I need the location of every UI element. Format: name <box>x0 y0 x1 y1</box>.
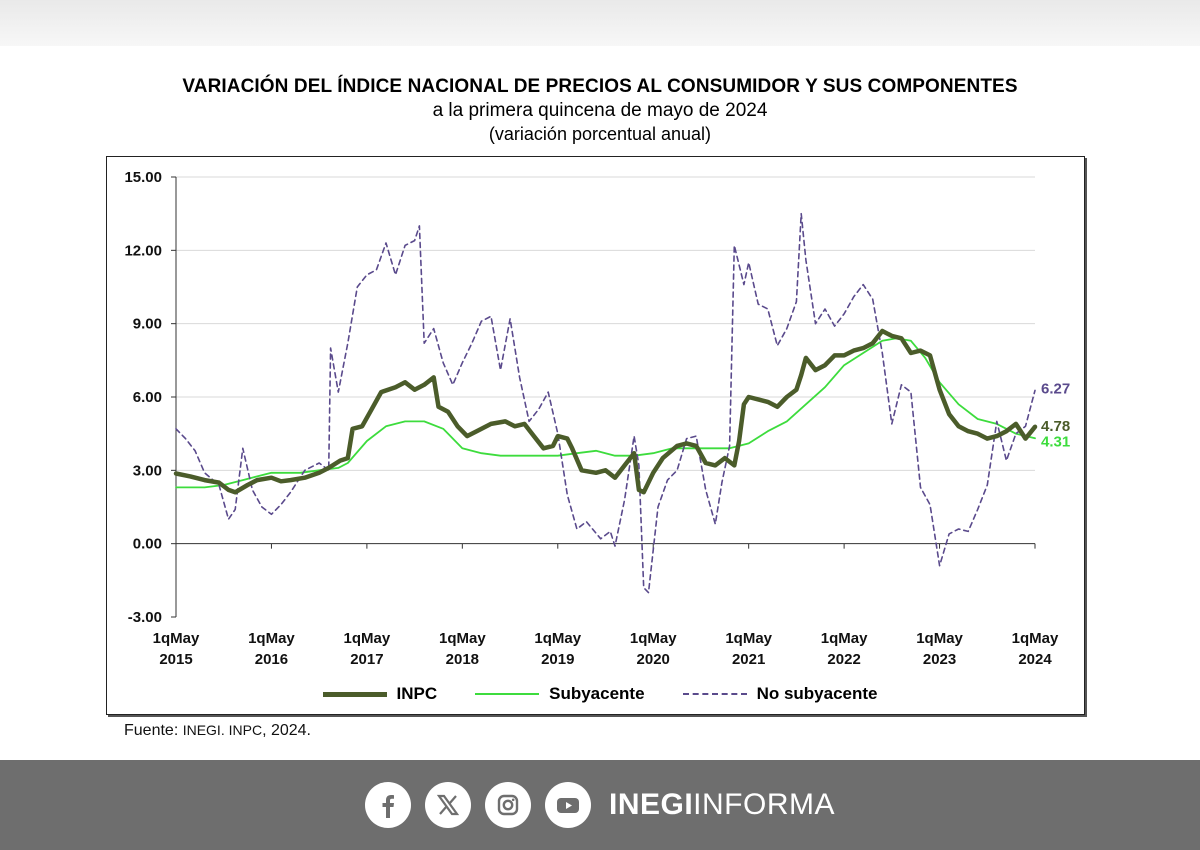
facebook-icon[interactable] <box>364 782 411 828</box>
x-tick-label-period: 1qMay <box>821 630 868 647</box>
chart-unit: (variación porcentual anual) <box>488 124 712 144</box>
source-prefix: Fuente: <box>124 722 183 739</box>
x-tick-label-period: 1qMay <box>344 630 391 647</box>
legend-label-no-subyacente: No subyacente <box>756 684 878 703</box>
y-tick-label: 0.00 <box>133 536 162 553</box>
chart-header: VARIACIÓN DEL ÍNDICE NACIONAL DE PRECIOS… <box>0 76 1200 145</box>
x-tick-label-year: 2017 <box>350 651 383 668</box>
chart-subtitle: a la primera quincena de mayo de 2024 <box>432 100 768 121</box>
y-tick-label: 12.00 <box>124 242 162 259</box>
legend-item-inpc: INPC <box>322 684 438 704</box>
y-tick-label: 6.00 <box>133 389 162 406</box>
series-line-subyacente <box>175 337 1036 489</box>
legend-label-subyacente: Subyacente <box>549 684 645 703</box>
instagram-icon[interactable] <box>484 782 531 828</box>
legend-swatch-inpc <box>322 691 387 697</box>
x-tick-label-period: 1qMay <box>725 630 772 647</box>
y-tick-label: 15.00 <box>124 169 162 186</box>
social-links <box>364 782 591 828</box>
brand-bold: INEGI <box>608 788 694 821</box>
x-tick-label-period: 1qMay <box>153 630 200 647</box>
x-tick-label-period: 1qMay <box>630 630 677 647</box>
top-band <box>0 0 1200 46</box>
x-tick-label-year: 2022 <box>827 651 860 668</box>
legend-swatch-subyacente <box>475 693 540 695</box>
series-line-inpc <box>173 328 1038 495</box>
y-tick-label: 3.00 <box>133 462 162 479</box>
x-tick-label-year: 2016 <box>255 651 288 668</box>
x-tick-label-period: 1qMay <box>916 630 963 647</box>
source-note: Fuente: INEGI. INPC, 2024. <box>124 722 311 740</box>
x-tick-label-period: 1qMay <box>534 630 581 647</box>
series-line-no-subyacente <box>175 212 1036 594</box>
x-tick-label-year: 2021 <box>732 651 765 668</box>
x-tick-label-year: 2019 <box>541 651 574 668</box>
x-tick-label-period: 1qMay <box>1012 630 1059 647</box>
brand-logo: INEGIINFORMA <box>609 788 835 822</box>
end-label-no-subyacente: 6.27 <box>1041 380 1070 397</box>
source-org: INEGI. INPC <box>182 722 263 738</box>
footer-bar: INEGIINFORMA <box>0 760 1200 850</box>
youtube-icon[interactable] <box>544 782 591 828</box>
x-tick-label-year: 2018 <box>446 651 479 668</box>
chart-title: VARIACIÓN DEL ÍNDICE NACIONAL DE PRECIOS… <box>182 76 1018 97</box>
chart-legend: INPC Subyacente No subyacente <box>0 682 1200 706</box>
legend-item-subyacente: Subyacente <box>475 684 645 704</box>
end-label-subyacente: 4.31 <box>1041 433 1070 450</box>
y-tick-label: 9.00 <box>133 316 162 333</box>
x-tick-label-year: 2020 <box>637 651 670 668</box>
chart-frame <box>106 156 1085 715</box>
legend-label-inpc: INPC <box>396 684 438 703</box>
y-tick-label: -3.00 <box>128 609 162 626</box>
x-tick-label-year: 2015 <box>159 651 192 668</box>
x-tick-label-period: 1qMay <box>248 630 295 647</box>
source-suffix: , 2024. <box>262 722 311 739</box>
x-tick-label-period: 1qMay <box>439 630 486 647</box>
legend-swatch-no-subyacente <box>682 693 747 695</box>
legend-item-no-subyacente: No subyacente <box>682 684 878 704</box>
x-icon[interactable] <box>424 782 471 828</box>
end-label-inpc: 4.78 <box>1041 418 1070 435</box>
brand-light: INFORMA <box>693 788 835 821</box>
x-tick-label-year: 2024 <box>1018 651 1052 668</box>
x-tick-label-year: 2023 <box>923 651 956 668</box>
